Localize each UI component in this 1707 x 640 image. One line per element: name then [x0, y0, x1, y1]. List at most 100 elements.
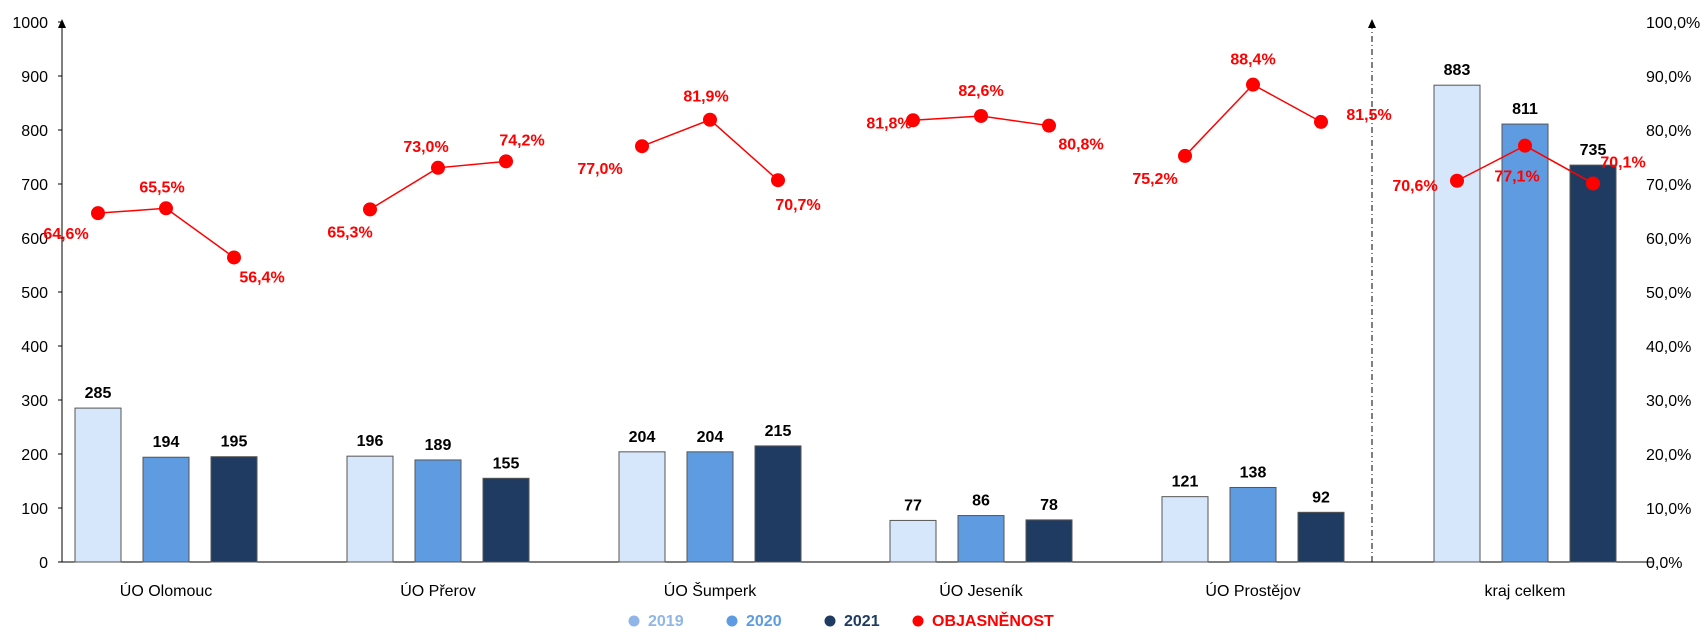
line-value-label: 64,6%	[43, 226, 88, 243]
bar-value-label: 204	[629, 429, 656, 446]
line-value-label: 81,8%	[866, 115, 911, 132]
legend-label: 2019	[648, 613, 684, 630]
y2-tick-label: 70,0%	[1646, 177, 1691, 194]
bar-value-label: 195	[221, 434, 248, 451]
y-tick-label: 800	[21, 123, 48, 140]
bar	[414, 459, 462, 563]
category-label: ÚO Olomouc	[120, 581, 212, 600]
line-point	[1178, 148, 1192, 163]
legend-label: OBJASNĚNOST	[932, 611, 1054, 630]
y-tick-label: 300	[21, 393, 48, 410]
line-value-label: 70,1%	[1600, 154, 1645, 171]
bar	[1433, 84, 1481, 563]
line-value-label: 70,7%	[775, 197, 820, 214]
line-value-label: 56,4%	[239, 269, 284, 286]
bar-value-label: 285	[85, 385, 112, 402]
line-value-label: 77,1%	[1494, 169, 1539, 186]
line-point	[1314, 114, 1328, 129]
y-tick-label: 500	[21, 285, 48, 302]
line-point	[635, 139, 649, 154]
bar	[1297, 511, 1345, 563]
y2-tick-label: 60,0%	[1646, 231, 1691, 248]
category-label: ÚO Přerov	[400, 581, 476, 600]
line-point	[1518, 138, 1532, 153]
y2-tick-label: 80,0%	[1646, 123, 1691, 140]
bar	[1569, 164, 1617, 563]
bar	[210, 456, 258, 563]
line-value-label: 70,6%	[1392, 178, 1437, 195]
line-point	[1246, 77, 1260, 92]
y2-tick-label: 50,0%	[1646, 285, 1691, 302]
y2-tick-label: 90,0%	[1646, 69, 1691, 86]
line-value-label: 74,2%	[499, 132, 544, 149]
bar-value-label: 138	[1240, 464, 1267, 481]
bar	[346, 455, 394, 563]
line-point	[703, 112, 717, 127]
legend-marker	[824, 615, 836, 627]
bar	[1025, 519, 1073, 563]
bar-value-label: 78	[1040, 497, 1058, 514]
y-tick-label: 900	[21, 69, 48, 86]
legend-label: 2020	[746, 613, 782, 630]
bar	[142, 456, 190, 563]
bar	[482, 477, 530, 563]
bar-value-label: 811	[1512, 101, 1538, 118]
legend-label: 2021	[844, 613, 880, 630]
line-segment	[97, 207, 235, 259]
y2-tick-label: 100,0%	[1646, 15, 1700, 32]
line-value-label: 65,5%	[139, 179, 184, 196]
bar	[1501, 123, 1549, 563]
bar	[1229, 486, 1277, 563]
line-point	[499, 154, 513, 169]
line-point	[771, 173, 785, 188]
line-value-label: 77,0%	[577, 161, 622, 178]
line-value-label: 73,0%	[403, 139, 448, 156]
line-point	[1450, 173, 1464, 188]
bar	[889, 519, 937, 563]
bar-value-label: 189	[425, 437, 452, 454]
y-tick-label: 100	[21, 501, 48, 518]
line-segment	[1184, 83, 1322, 157]
line-value-label: 65,3%	[327, 224, 372, 241]
bar	[686, 451, 734, 563]
bar	[957, 515, 1005, 563]
legend-marker	[726, 615, 738, 627]
bar-value-label: 215	[765, 423, 792, 440]
y2-tick-label: 0,0%	[1646, 555, 1682, 572]
line-point	[159, 201, 173, 216]
bar-value-label: 155	[493, 455, 520, 472]
category-label: ÚO Šumperk	[664, 581, 757, 600]
legend-marker	[912, 615, 924, 627]
legend-marker	[628, 615, 640, 627]
line-point	[91, 206, 105, 221]
line-point	[1042, 118, 1056, 133]
line-value-label: 75,2%	[1132, 171, 1177, 188]
bar-value-label: 77	[904, 497, 922, 514]
line-value-label: 81,9%	[683, 89, 728, 106]
y2-tick-label: 40,0%	[1646, 339, 1691, 356]
line-point	[431, 160, 445, 175]
line-point	[906, 113, 920, 128]
bar-value-label: 196	[357, 433, 384, 450]
line-segment	[641, 118, 779, 181]
bar-value-label: 194	[153, 434, 180, 451]
category-label: ÚO Jeseník	[939, 581, 1024, 600]
bar	[618, 451, 666, 563]
bar-value-label: 883	[1444, 62, 1471, 79]
y-axis-arrow-icon	[58, 19, 66, 28]
line-point	[363, 202, 377, 217]
y2-tick-label: 10,0%	[1646, 501, 1691, 518]
y-tick-label: 600	[21, 231, 48, 248]
y2-tick-label: 20,0%	[1646, 447, 1691, 464]
bar-value-label: 204	[697, 429, 724, 446]
bar	[1161, 496, 1209, 563]
y-tick-label: 0	[39, 555, 48, 572]
y-tick-label: 400	[21, 339, 48, 356]
bar	[754, 445, 802, 563]
y-tick-label: 700	[21, 177, 48, 194]
bar-value-label: 735	[1580, 142, 1607, 159]
line-value-label: 81,5%	[1346, 107, 1391, 124]
category-label: kraj celkem	[1485, 583, 1566, 600]
